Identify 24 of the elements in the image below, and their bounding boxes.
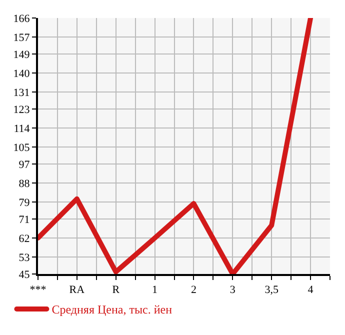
- x-tick-label: RA: [69, 284, 85, 296]
- y-tick-label: 71: [18, 214, 30, 226]
- x-tick-label: 1: [152, 284, 158, 296]
- y-tick-label: 105: [13, 142, 30, 154]
- y-tick-label: 45: [18, 268, 30, 281]
- y-tick-label: 97: [18, 158, 30, 171]
- x-tick-label: 4: [308, 284, 314, 296]
- y-tick-label: 88: [18, 178, 30, 190]
- x-tick-label: 3,5: [264, 284, 279, 296]
- y-tick-label: 131: [13, 86, 30, 99]
- x-tick-label: 3: [230, 284, 236, 296]
- y-tick-label: 62: [18, 232, 30, 245]
- y-tick-label: 79: [18, 196, 30, 209]
- y-tick-label: 166: [13, 12, 30, 25]
- y-tick-label: 123: [13, 104, 30, 116]
- x-tick-label: 2: [190, 284, 196, 296]
- x-tick-label: ***: [30, 284, 46, 296]
- y-tick-label: 149: [13, 48, 30, 61]
- y-tick-label: 53: [18, 252, 30, 264]
- x-tick-label: R: [112, 284, 120, 296]
- y-tick-label: 114: [14, 122, 30, 135]
- y-tick-label: 140: [13, 68, 30, 80]
- legend-label: Средняя Цена, тыс. йен: [52, 302, 173, 317]
- y-tick-label: 157: [13, 32, 30, 44]
